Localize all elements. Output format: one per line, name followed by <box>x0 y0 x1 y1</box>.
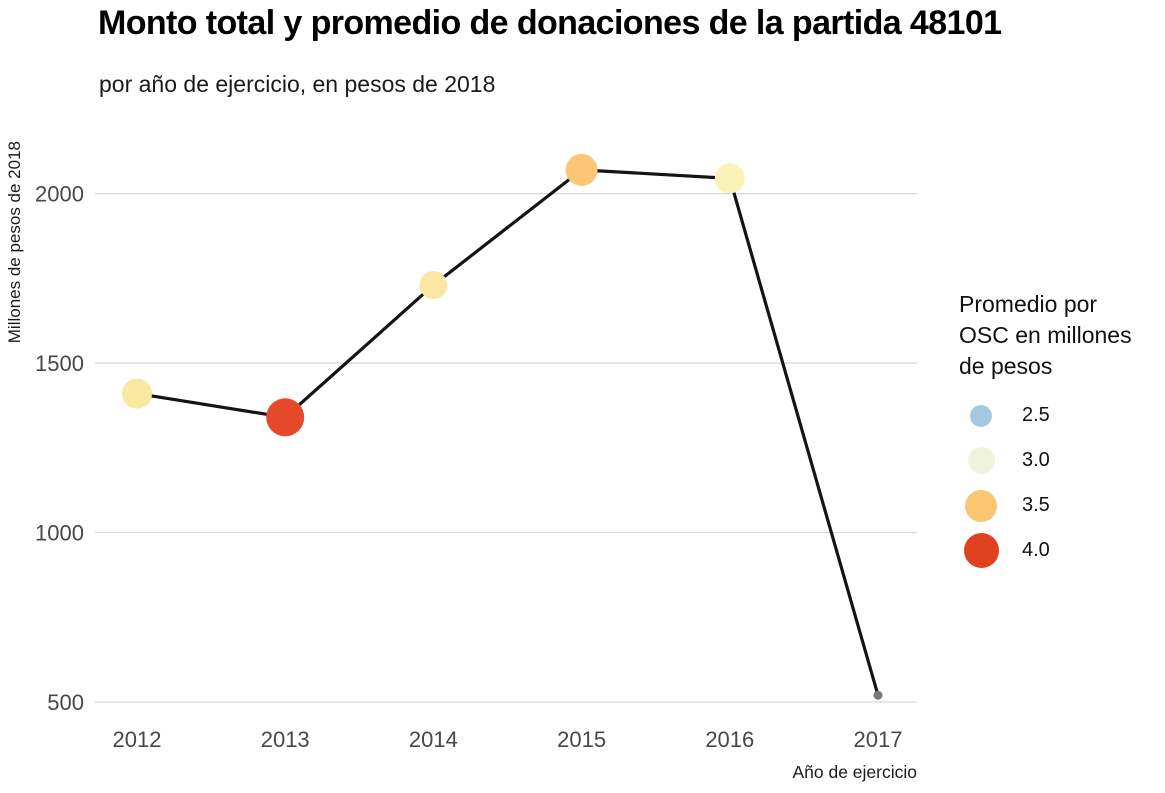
data-point-2014 <box>419 271 448 300</box>
legend-swatch-circle <box>963 533 999 568</box>
legend-swatch-box <box>959 447 1003 474</box>
x-tick-label-2012: 2012 <box>113 727 162 752</box>
legend-item-label: 3.5 <box>1022 494 1050 516</box>
y-tick-label-1500: 1500 <box>35 351 84 376</box>
legend-item-label: 4.0 <box>1022 539 1050 561</box>
legend-swatch-circle <box>970 404 992 427</box>
legend-title-line: Promedio por <box>959 291 1098 317</box>
data-point-2015 <box>565 153 598 186</box>
data-point-2013 <box>266 398 305 437</box>
legend-item-label: 3.0 <box>1022 449 1050 471</box>
data-line <box>136 168 880 696</box>
data-point-2017 <box>873 690 883 700</box>
legend-item: 4.0 <box>959 528 1165 573</box>
data-point-2012 <box>122 378 152 409</box>
y-tick-label-2000: 2000 <box>35 182 84 207</box>
x-axis-title: Año de ejercicio <box>792 762 917 782</box>
legend-swatch-box <box>959 404 1003 427</box>
x-tick-label-2014: 2014 <box>409 727 458 752</box>
legend-item: 3.5 <box>959 483 1165 528</box>
x-tick-label-2016: 2016 <box>705 727 754 752</box>
x-tick-label-2013: 2013 <box>261 727 310 752</box>
x-tick-label-2015: 2015 <box>557 727 606 752</box>
chart-subtitle: por año de ejercicio, en pesos de 2018 <box>99 71 496 97</box>
data-point-2016 <box>714 163 745 194</box>
legend-title-line: OSC en millones <box>959 322 1132 348</box>
chart-title: Monto total y promedio de donaciones de … <box>98 4 1002 42</box>
y-tick-label-500: 500 <box>47 690 84 715</box>
y-tick-label-1000: 1000 <box>35 521 84 546</box>
legend-swatch-box <box>959 489 1003 522</box>
legend-item: 2.5 <box>959 393 1165 438</box>
legend-swatch-circle <box>965 489 997 522</box>
legend-swatch-circle <box>967 447 995 474</box>
legend-title: Promedio por OSC en millones de pesos <box>959 289 1165 382</box>
legend: Promedio por OSC en millones de pesos 2.… <box>959 289 1165 573</box>
legend-items: 2.5 3.0 3.5 4.0 <box>959 393 1165 573</box>
legend-item-label: 2.5 <box>1022 404 1050 426</box>
legend-title-line: de pesos <box>959 353 1053 379</box>
legend-swatch-box <box>959 533 1003 568</box>
x-tick-label-2017: 2017 <box>854 727 903 752</box>
legend-item: 3.0 <box>959 438 1165 483</box>
